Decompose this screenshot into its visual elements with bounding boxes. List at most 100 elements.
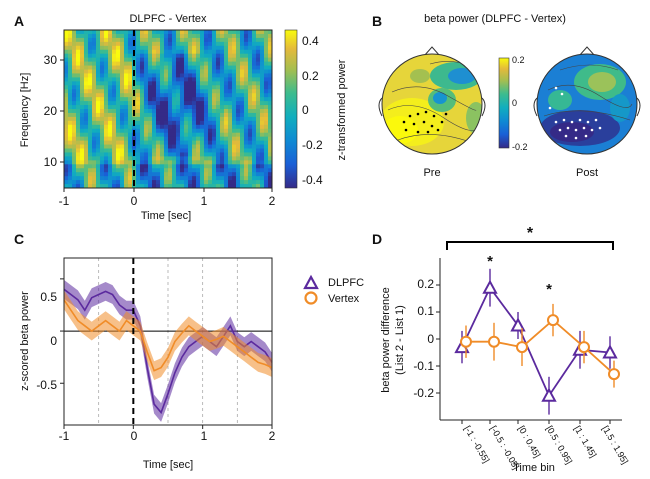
heatmap-cell <box>108 93 113 98</box>
heatmap-cell <box>212 105 217 110</box>
heatmap-cell <box>268 45 272 51</box>
heatmap-cell <box>136 81 141 86</box>
heatmap-cell <box>252 136 257 142</box>
heatmap-cell <box>68 69 73 75</box>
heatmap-cell <box>80 37 85 43</box>
heatmap-cell <box>188 73 193 78</box>
heatmap-cell <box>208 89 213 94</box>
heatmap-cell <box>236 77 241 82</box>
heatmap-cell <box>180 124 185 130</box>
heatmap-cell <box>68 180 73 185</box>
heatmap-cell <box>252 37 257 43</box>
heatmap-cell <box>72 152 77 157</box>
heatmap-cell <box>100 61 105 67</box>
heatmap-cell <box>260 65 265 71</box>
heatmap-cell <box>232 140 237 146</box>
heatmap-cell <box>104 69 109 75</box>
heatmap-cell <box>108 156 113 161</box>
heatmap-cell <box>260 109 265 114</box>
heatmap-cell <box>132 116 137 122</box>
heatmap-cell <box>64 30 69 35</box>
heatmap-cell <box>188 53 193 59</box>
heatmap-cell <box>160 45 165 51</box>
heatmap-cell <box>160 148 165 154</box>
heatmap-cell <box>136 156 141 161</box>
heatmap-cell <box>228 85 233 90</box>
heatmap-cell <box>148 57 153 63</box>
heatmap-cell <box>160 89 165 94</box>
heatmap-cell <box>72 120 77 126</box>
heatmap-cell <box>124 65 129 71</box>
heatmap-cell <box>88 105 93 110</box>
heatmap-cell <box>68 97 73 102</box>
heatmap-cell <box>264 124 269 130</box>
heatmap-cell <box>136 112 141 118</box>
heatmap-cell <box>216 156 221 161</box>
heatmap-cell <box>108 144 113 150</box>
heatmap-cell <box>172 124 177 130</box>
heatmap-cell <box>148 37 153 43</box>
heatmap-cell <box>212 57 217 63</box>
heatmap-cell <box>124 136 129 142</box>
heatmap-cell <box>260 172 265 177</box>
heatmap-cell <box>108 116 113 122</box>
heatmap-cell <box>84 65 89 71</box>
heatmap-cell <box>96 112 101 118</box>
heatmap-cell <box>260 180 265 185</box>
heatmap-cell <box>144 81 149 86</box>
heatmap-cell <box>96 77 101 82</box>
heatmap-cell <box>204 53 209 59</box>
heatmap-cell <box>76 120 81 126</box>
heatmap-cell <box>260 132 265 138</box>
heatmap-cell <box>140 73 145 78</box>
heatmap-cell <box>220 37 225 43</box>
legend-vertex-marker <box>304 291 318 305</box>
heatmap-cell <box>160 73 165 78</box>
heatmap-cell <box>124 156 129 161</box>
heatmap-cell <box>188 89 193 94</box>
heatmap-cell <box>208 116 213 122</box>
heatmap-cell <box>204 101 209 106</box>
heatmap-cell <box>180 156 185 161</box>
heatmap-cell <box>260 128 265 134</box>
heatmap-cell <box>96 160 101 165</box>
heatmap-cell <box>252 144 257 150</box>
heatmap-cell <box>192 49 197 55</box>
heatmap-cell <box>268 148 272 154</box>
heatmap-cell <box>180 37 185 43</box>
significance-bracket <box>446 241 614 250</box>
heatmap-cell <box>200 152 205 157</box>
heatmap-cell <box>236 120 241 126</box>
heatmap-cell <box>244 136 249 142</box>
heatmap-cell <box>112 136 117 142</box>
heatmap-cell <box>200 168 205 173</box>
heatmap-cell <box>256 120 261 126</box>
heatmap-cell <box>104 120 109 126</box>
heatmap-cell <box>80 164 85 169</box>
heatmap-cell <box>112 152 117 157</box>
heatmap-cell <box>88 160 93 165</box>
heatmap-cell <box>164 172 169 177</box>
heatmap-cell <box>124 77 129 82</box>
heatmap-cell <box>176 116 181 122</box>
heatmap-cell <box>76 53 81 59</box>
heatmap-cell <box>260 30 265 35</box>
heatmap-cell <box>188 180 193 185</box>
heatmap-cell <box>260 33 265 39</box>
heatmap-cell <box>244 101 249 106</box>
heatmap-cell <box>268 30 272 35</box>
heatmap-cell <box>264 144 269 150</box>
heatmap-cell <box>144 184 149 188</box>
heatmap-cell <box>200 156 205 161</box>
heatmap-cell <box>172 93 177 98</box>
heatmap-cell <box>136 176 141 181</box>
heatmap-cell <box>96 109 101 114</box>
heatmap-cell <box>144 85 149 90</box>
heatmap-cell <box>164 81 169 86</box>
heatmap-cell <box>72 85 77 90</box>
heatmap-cell <box>240 124 245 130</box>
heatmap-cell <box>104 176 109 181</box>
panel-c-xlabel: Time [sec] <box>143 459 193 471</box>
heatmap-cell <box>144 53 149 59</box>
heatmap-cell <box>64 176 69 181</box>
